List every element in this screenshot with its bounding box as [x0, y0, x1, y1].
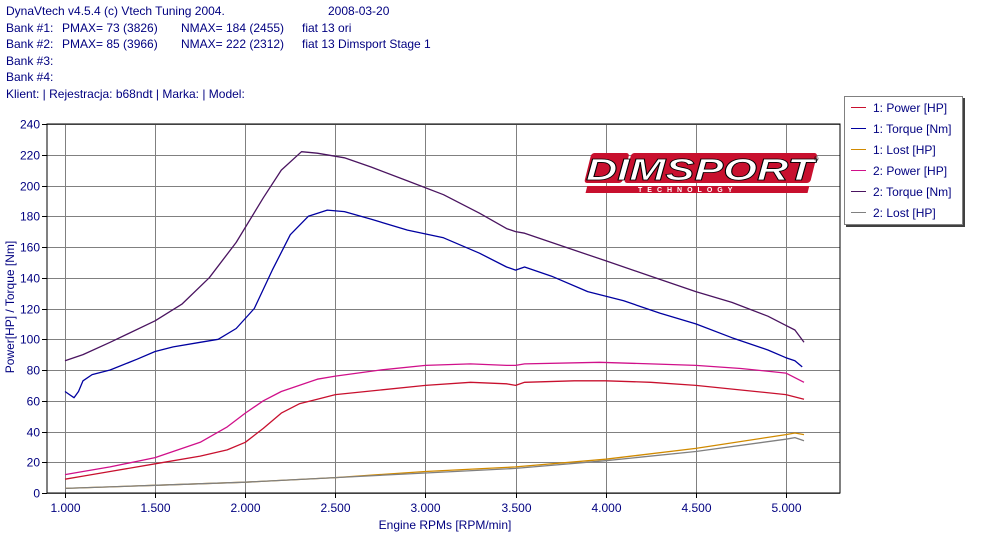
- y-tick-label: 20: [27, 456, 41, 470]
- x-tick-label: 2.500: [320, 501, 350, 515]
- x-tick-label: 3.500: [501, 501, 531, 515]
- bank-nmax: NMAX= 222 (2312): [181, 37, 285, 51]
- x-tick-label: 2.000: [230, 501, 260, 515]
- legend-swatch: [851, 191, 866, 192]
- y-tick-label: 220: [20, 149, 40, 163]
- legend-swatch: [851, 107, 866, 108]
- bank-name: fiat 13 ori: [302, 20, 352, 35]
- x-tick-label: 1.000: [50, 501, 80, 515]
- x-tick-label: 1.500: [140, 501, 170, 515]
- legend-label: 1: Torque [Nm]: [873, 122, 952, 136]
- chart-grid: [47, 124, 840, 494]
- bank-name: fiat 13 Dimsport Stage 1: [302, 37, 431, 51]
- y-tick-label: 0: [33, 487, 40, 501]
- legend-swatch: [851, 212, 866, 213]
- x-axis-label: Engine RPMs [RPM/min]: [379, 518, 512, 532]
- logo-brand-text: DIMSPORT: [586, 152, 818, 187]
- logo-d-block: [584, 153, 629, 183]
- x-tick-label: 4.000: [591, 501, 621, 515]
- y-tick-label: 80: [27, 364, 41, 378]
- y-tick-label: 40: [27, 426, 41, 440]
- x-tick-label: 5.000: [771, 501, 801, 515]
- legend-label: 1: Lost [HP]: [873, 143, 936, 157]
- logo-main-block: [624, 153, 817, 183]
- legend-swatch: [851, 149, 866, 150]
- logo-tagline-bar: [585, 186, 810, 193]
- registered-mark-icon: ®: [814, 156, 819, 163]
- chart-legend: 1: Power [HP] 1: Torque [Nm] 1: Lost [HP…: [844, 96, 963, 225]
- y-tick-label: 140: [20, 272, 40, 286]
- logo-tagline: TECHNOLOGY: [638, 187, 737, 194]
- bank-label: Bank #1:: [6, 20, 54, 35]
- y-tick-label: 100: [20, 333, 40, 347]
- series-line-1: [64, 380, 805, 480]
- legend-label: 2: Lost [HP]: [873, 206, 936, 220]
- app-title: DynaVtech v4.5.4 (c) Vtech Tuning 2004.: [6, 4, 225, 18]
- client-info: Klient: | Rejestracja: b68ndt | Marka: |…: [6, 86, 245, 101]
- bank-nmax: NMAX= 184 (2455): [181, 20, 285, 35]
- series-line-2: [64, 209, 803, 399]
- y-tick-label: 180: [20, 210, 40, 224]
- bank-pmax: PMAX= 73 (3826): [62, 20, 158, 35]
- bank-label: Bank #2:: [6, 37, 54, 51]
- y-tick-label: 160: [20, 241, 40, 255]
- bank-pmax: PMAX= 85 (3966): [62, 37, 158, 51]
- series-line-4: [64, 361, 805, 476]
- bank-label: Bank #3:: [6, 53, 54, 68]
- x-tick-label: 3.000: [410, 501, 440, 515]
- axis-ticks: 1.000 1.500 2.000 2.500 3.000 3.500 4.000 4.500…: [20, 118, 802, 516]
- legend-swatch: [851, 128, 866, 129]
- legend-label: 2: Power [HP]: [873, 164, 948, 178]
- bank-label: Bank #4:: [6, 70, 54, 84]
- series-layer: [64, 151, 805, 490]
- test-date: 2008-03-20: [328, 4, 390, 18]
- y-tick-label: 60: [27, 395, 41, 409]
- series-line-6: [64, 436, 805, 490]
- dimsport-logo: DIMSPORT TECHNOLOGY ®: [584, 152, 819, 194]
- legend-swatch: [851, 170, 866, 171]
- y-tick-label: 240: [20, 118, 40, 132]
- plot-frame: [46, 123, 841, 494]
- y-tick-label: 120: [20, 303, 40, 317]
- x-tick-label: 4.500: [681, 501, 711, 515]
- legend-label: 1: Power [HP]: [873, 101, 948, 115]
- y-tick-label: 200: [20, 180, 40, 194]
- y-axis-label: Power[HP] / Torque [Nm]: [3, 241, 17, 374]
- legend-label: 2: Torque [Nm]: [873, 185, 952, 199]
- series-line-5: [64, 151, 805, 362]
